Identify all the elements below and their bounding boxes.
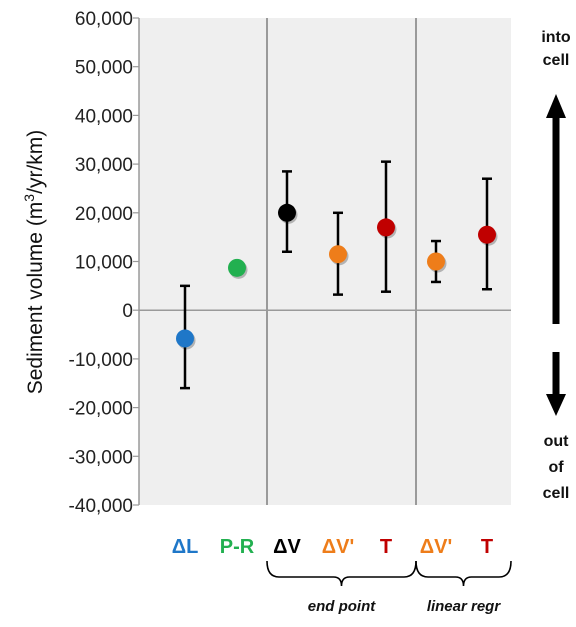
y-tick-label: 40,000 [75, 106, 133, 127]
axes [133, 17, 511, 506]
y-tick-label: 50,000 [75, 58, 133, 79]
plot-area-background [139, 18, 511, 505]
direction-out-label: out [544, 433, 570, 450]
group-bracket [415, 560, 512, 587]
data-point [329, 245, 347, 264]
y-axis-label: Sediment volume (m3/yr/km) [21, 130, 47, 395]
data-point [176, 329, 194, 348]
category-label: ΔV' [420, 536, 452, 558]
y-tick-label: -30,000 [69, 447, 133, 468]
data-point [377, 218, 395, 237]
y-tick-label: 0 [122, 301, 133, 322]
group-bracket [266, 560, 417, 587]
direction-out-label: cell [543, 485, 570, 502]
category-label: T [380, 536, 392, 558]
down-arrow-head [546, 394, 566, 416]
data-point [427, 252, 445, 271]
category-label: T [481, 536, 493, 558]
data-point [278, 203, 296, 222]
y-tick-label: -10,000 [69, 350, 133, 371]
group-label: end point [308, 598, 376, 615]
group-label: linear regr [427, 598, 502, 615]
data-point [228, 258, 246, 277]
y-tick-label: -40,000 [69, 496, 133, 517]
group-dividers [266, 18, 417, 505]
y-tick-label: 20,000 [75, 204, 133, 225]
direction-out-label: of [548, 459, 564, 476]
y-tick-label: 60,000 [75, 9, 133, 30]
direction-indicators: into cell out of cell [541, 29, 571, 502]
y-tick-label: 10,000 [75, 253, 133, 274]
direction-into-label: into [541, 29, 571, 46]
category-label: ΔV [273, 536, 301, 558]
data-marks [176, 160, 498, 390]
up-arrow-head [546, 94, 566, 118]
y-tick-label: 30,000 [75, 155, 133, 176]
category-labels: ΔL P-R ΔV ΔV' T ΔV' T [172, 536, 493, 558]
group-brackets: end point linear regr [266, 560, 512, 615]
category-label: ΔV' [322, 536, 354, 558]
direction-into-label: cell [543, 52, 570, 69]
category-label: P-R [220, 536, 255, 558]
data-point [478, 225, 496, 244]
y-tick-labels: 60,000 50,000 40,000 30,000 20,000 10,000 0 -10… [69, 9, 133, 517]
category-label: ΔL [172, 536, 199, 558]
y-tick-label: -20,000 [69, 399, 133, 420]
